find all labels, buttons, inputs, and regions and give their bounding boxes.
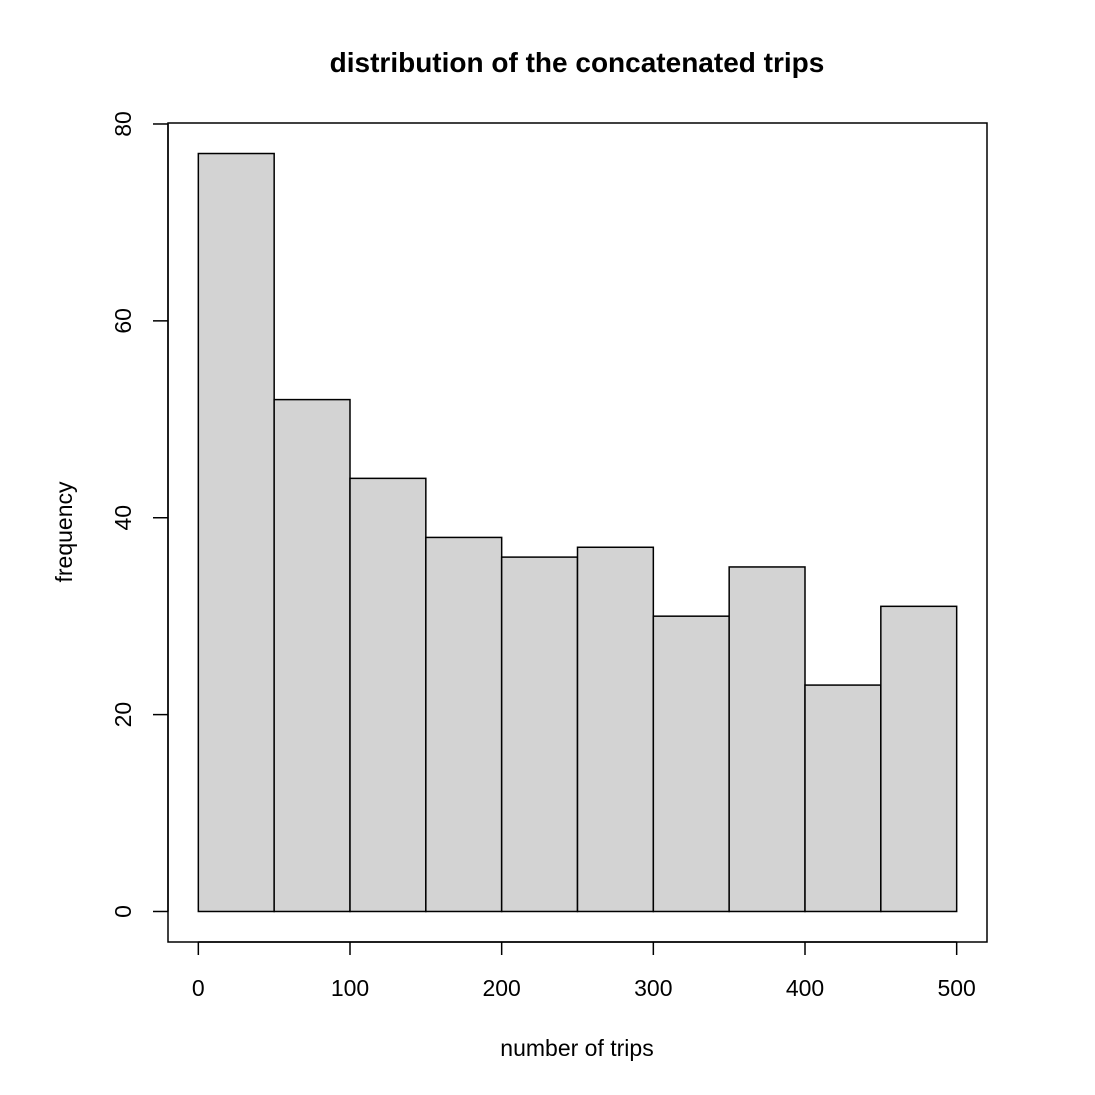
chart-title: distribution of the concatenated trips [330, 47, 825, 78]
histogram-bar [425, 536, 503, 913]
x-tick-label: 0 [192, 975, 205, 1001]
histogram-bar [652, 615, 730, 913]
histogram-bar [349, 477, 427, 913]
x-tick-label: 400 [786, 975, 824, 1001]
histogram-bar [576, 546, 655, 913]
histogram-bar [273, 398, 351, 913]
histogram-bar [728, 566, 806, 913]
histogram-bar [500, 556, 579, 913]
y-axis: 0 20 40 60 80 [110, 111, 169, 918]
bars-group [197, 152, 958, 913]
x-tick-label: 200 [482, 975, 520, 1001]
y-tick-label: 40 [110, 505, 136, 531]
y-axis-label: frequency [51, 481, 77, 583]
x-tick-label: 500 [937, 975, 975, 1001]
x-axis-label: number of trips [500, 1035, 653, 1061]
y-tick-label: 0 [110, 905, 136, 918]
histogram-bar [804, 684, 882, 913]
histogram-bar [880, 605, 958, 913]
y-tick-label: 60 [110, 308, 136, 334]
y-tick-label: 20 [110, 702, 136, 728]
x-tick-label: 100 [331, 975, 369, 1001]
y-tick-label: 80 [110, 111, 136, 137]
x-tick-label: 300 [634, 975, 672, 1001]
x-axis: 0 100 200 300 400 500 [192, 941, 976, 1001]
histogram-bar [197, 152, 275, 913]
